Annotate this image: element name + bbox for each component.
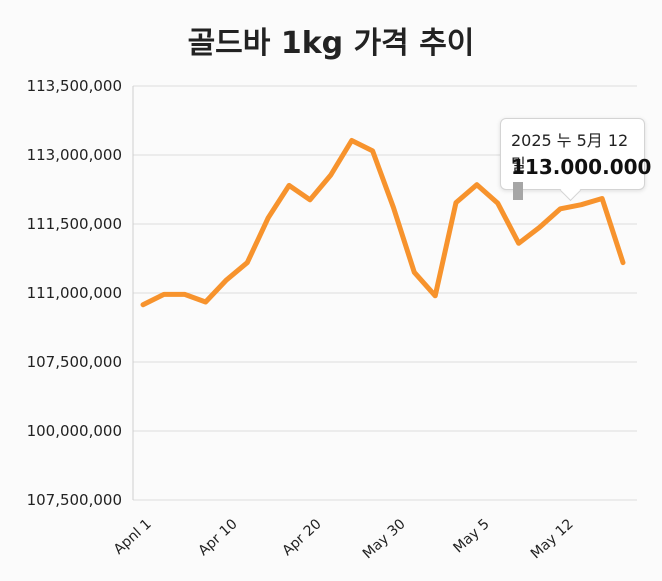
x-tick-label: May 12 [528, 516, 577, 562]
tooltip-value: 113.000.000 [511, 155, 651, 203]
y-tick-label: 100,000,000 [27, 422, 122, 440]
tooltip-date: 2025 누 5月 12 밀 [511, 131, 629, 174]
x-tick-label: Apr 20 [279, 516, 324, 559]
tooltip: 2025 누 5月 12 밀 113.000.000 [500, 118, 651, 202]
x-tick-label: May 5 [451, 516, 493, 556]
y-tick-label: 113,000,000 [27, 146, 122, 164]
y-tick-label: 113,500,000 [27, 77, 122, 95]
y-tick-label: 107,500,000 [27, 353, 122, 371]
tooltip-swatch-icon [513, 182, 523, 200]
y-tick-label: 111,000,000 [27, 284, 122, 302]
y-tick-label: 111,500,000 [27, 215, 122, 233]
x-tick-label: Apr 10 [195, 516, 240, 559]
series-line [140, 138, 626, 308]
tooltip-value-text: 113.000.000 [511, 155, 652, 179]
x-tick-label: May 30 [360, 516, 409, 562]
x-tick-label: Apnl 1 [111, 516, 155, 558]
chart-title: 골드바 1kg 가격 추이 [187, 26, 475, 61]
y-tick-label: 107,500,000 [27, 491, 122, 509]
